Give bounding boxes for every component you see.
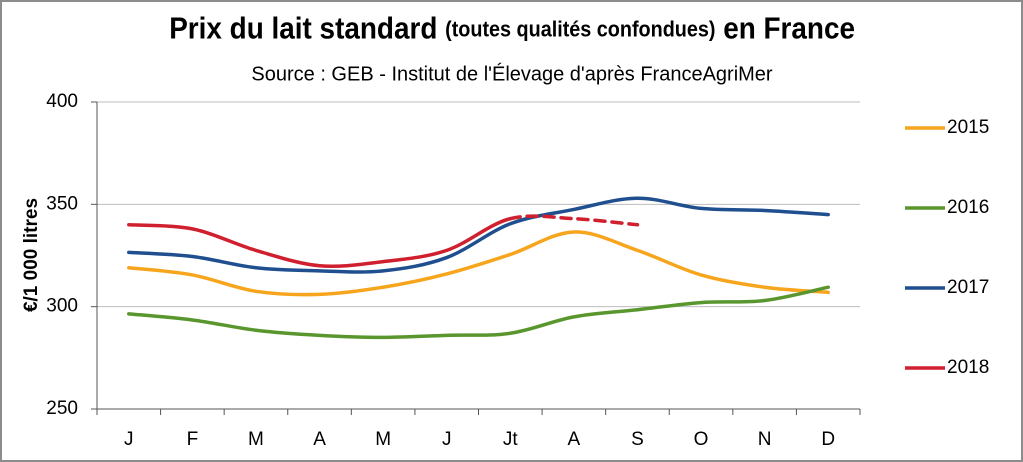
legend-label: 2017	[947, 277, 989, 298]
y-tick-label: 300	[46, 296, 78, 317]
legend-label: 2015	[947, 117, 989, 138]
title-end: en France	[723, 11, 855, 46]
x-tick-label: M	[375, 429, 391, 450]
series-line	[127, 216, 513, 269]
x-tick-label: N	[758, 429, 772, 450]
y-tick-label: 350	[46, 193, 78, 214]
y-tick-label: 400	[46, 91, 78, 112]
subtitle: Source : GEB - Institut de l'Élevage d'a…	[251, 62, 773, 85]
series-line-dashed	[508, 214, 640, 227]
x-tick-label: D	[821, 429, 835, 450]
series-line	[127, 285, 830, 340]
chart-title: Prix du lait standard (toutes qualités c…	[169, 11, 855, 46]
title-main: Prix du lait standard	[169, 11, 437, 46]
series-line	[127, 230, 830, 297]
x-tick-label: A	[568, 429, 581, 450]
legend-label: 2016	[947, 197, 989, 218]
y-tick-label: 250	[46, 398, 78, 419]
legend-label: 2018	[947, 357, 989, 378]
series-line	[127, 196, 830, 274]
y-axis-label: €/1 000 litres	[21, 198, 42, 312]
x-tick-label: Jt	[503, 429, 519, 450]
x-tick-label: O	[694, 429, 709, 450]
x-tick-label: M	[248, 429, 264, 450]
x-tick-label: J	[124, 429, 134, 450]
x-tick-label: A	[313, 429, 326, 450]
x-tick-label: J	[442, 429, 452, 450]
x-tick-label: S	[631, 429, 644, 450]
title-note: (toutes qualités confondues)	[445, 17, 715, 41]
x-tick-label: F	[187, 429, 199, 450]
